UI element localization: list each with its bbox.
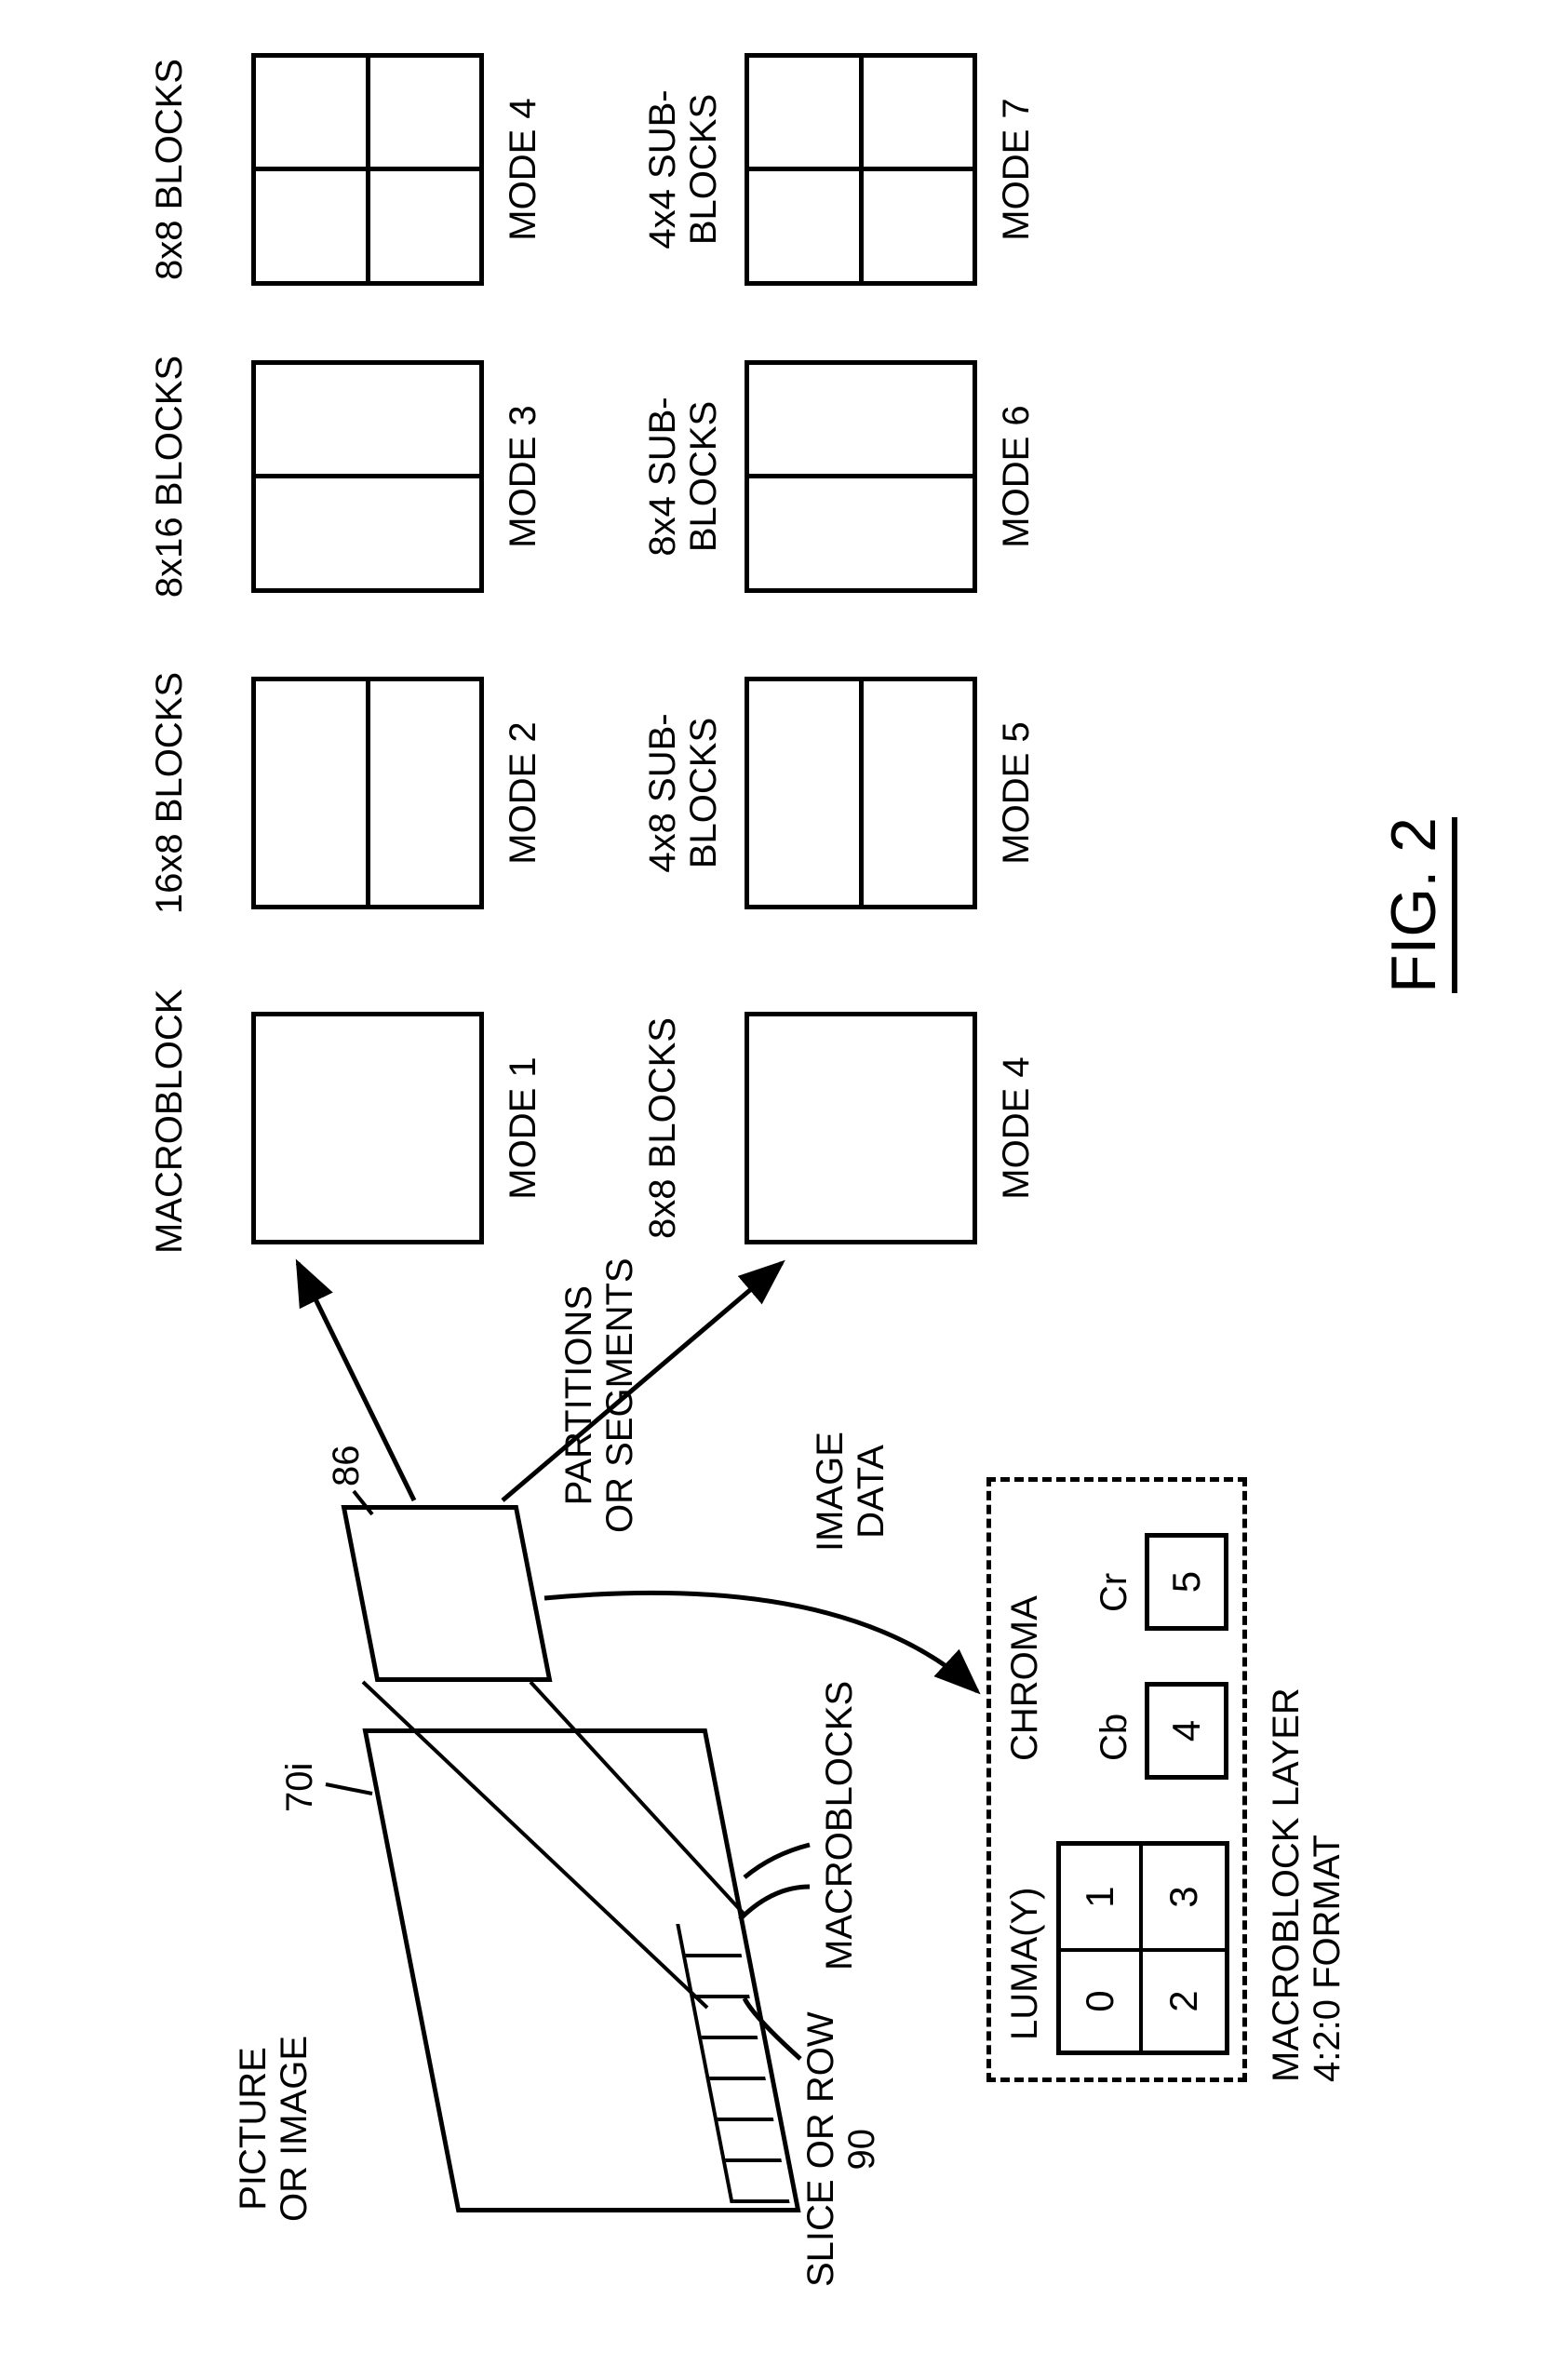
luma-cell-2: 2	[1143, 1948, 1225, 2051]
partition-title: 8x8 BLOCKS	[149, 44, 190, 295]
partition-block	[745, 677, 977, 909]
partition-title: 8x4 SUB- BLOCKS	[642, 351, 724, 602]
partition-mode-label: MODE 4	[996, 1012, 1037, 1244]
partition-title: 8x16 BLOCKS	[149, 351, 190, 602]
partition-block	[251, 360, 484, 593]
partition-block	[745, 1012, 977, 1244]
partition-title: 4x4 SUB- BLOCKS	[642, 44, 724, 295]
luma-cell-1: 1	[1061, 1846, 1143, 1948]
figure-canvas: PICTURE OR IMAGE 70i 86 SLICE OR ROW 90 …	[37, 37, 1506, 2343]
macroblock-box	[342, 1505, 553, 1682]
partition-title: 16x8 BLOCKS	[149, 667, 190, 919]
partition-mode-label: MODE 5	[996, 677, 1037, 909]
slice-label: SLICE OR ROW 90	[800, 2011, 882, 2287]
luma-grid: 0 1 2 3	[1056, 1841, 1229, 2055]
figure-number: FIG. 2	[1377, 817, 1457, 993]
partition-mode-label: MODE 3	[503, 360, 543, 593]
cb-cell: 4	[1145, 1682, 1228, 1780]
slice-strip	[676, 1924, 789, 2203]
cb-label: Cb	[1094, 1714, 1134, 1761]
luma-cell-0: 0	[1061, 1948, 1143, 2051]
partition-mode-label: MODE 1	[503, 1012, 543, 1244]
cr-cell: 5	[1145, 1533, 1228, 1631]
picture-label: PICTURE OR IMAGE	[233, 2036, 315, 2222]
luma-cell-3: 3	[1143, 1846, 1225, 1948]
mblayer-caption: MACROBLOCK LAYER 4:2:0 FORMAT	[1266, 1688, 1348, 2082]
macroblock-layer-box: LUMA(Y) 0 1 2 3 CHROMA Cb Cr 4 5	[986, 1477, 1247, 2082]
partitions-label: PARTITIONS OR SEGMENTS	[558, 1257, 640, 1533]
picture-box	[362, 1728, 800, 2212]
macroblocks-label: MACROBLOCKS	[819, 1681, 860, 1970]
partition-title: MACROBLOCK	[149, 1002, 190, 1254]
partition-mode-label: MODE 4	[503, 53, 543, 286]
ref-70i: 70i	[279, 1763, 320, 1812]
luma-title: LUMA(Y)	[1004, 1888, 1045, 2040]
partition-block	[745, 53, 977, 286]
partition-mode-label: MODE 6	[996, 360, 1037, 593]
partition-mode-label: MODE 2	[503, 677, 543, 909]
partition-title: 4x8 SUB- BLOCKS	[642, 667, 724, 919]
partition-block	[251, 677, 484, 909]
chroma-title: CHROMA	[1004, 1595, 1045, 1761]
partition-title: 8x8 BLOCKS	[642, 1002, 683, 1254]
partition-block	[745, 360, 977, 593]
ref-86: 86	[326, 1445, 367, 1487]
page: PICTURE OR IMAGE 70i 86 SLICE OR ROW 90 …	[37, 37, 1506, 2343]
image-data-label: IMAGE DATA	[810, 1432, 892, 1552]
partition-block	[251, 53, 484, 286]
cr-label: Cr	[1094, 1573, 1134, 1612]
partition-block	[251, 1012, 484, 1244]
partition-mode-label: MODE 7	[996, 53, 1037, 286]
